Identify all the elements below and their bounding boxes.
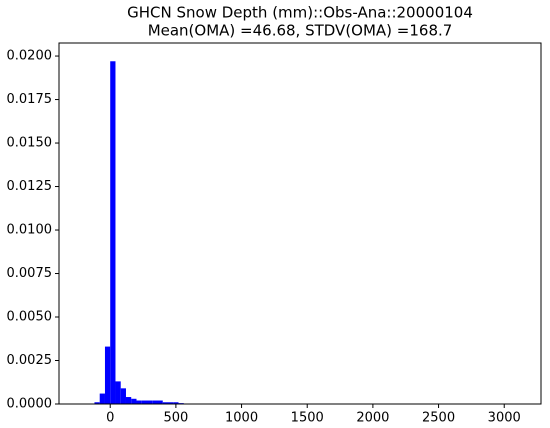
bar bbox=[141, 400, 147, 404]
bar bbox=[131, 398, 137, 404]
bar bbox=[173, 402, 179, 404]
chart-title: GHCN Snow Depth (mm)::Obs-Ana::20000104 bbox=[127, 4, 473, 22]
plot-frame bbox=[58, 42, 542, 405]
bar bbox=[110, 61, 116, 405]
x-tick-label: 0 bbox=[106, 411, 114, 426]
bar bbox=[152, 400, 158, 404]
y-tick-label: 0.0200 bbox=[7, 49, 53, 64]
bar bbox=[115, 381, 121, 404]
chart-subtitle: Mean(OMA) =46.68, STDV(OMA) =168.7 bbox=[148, 22, 453, 40]
x-tick-label: 2000 bbox=[356, 411, 389, 426]
y-tick-label: 0.0025 bbox=[7, 353, 53, 368]
y-tick-label: 0.0175 bbox=[7, 92, 53, 107]
y-tick-label: 0.0075 bbox=[7, 266, 53, 281]
bar bbox=[162, 402, 169, 404]
x-tick-label: 500 bbox=[163, 411, 188, 426]
y-tick-label: 0.0100 bbox=[7, 223, 53, 238]
bar bbox=[125, 397, 132, 404]
x-tick-label: 2500 bbox=[422, 411, 455, 426]
bar bbox=[94, 402, 100, 404]
bar bbox=[157, 400, 163, 404]
bar bbox=[168, 402, 174, 404]
bar bbox=[136, 400, 142, 404]
bar bbox=[146, 400, 153, 404]
y-tick-label: 0.0050 bbox=[7, 310, 53, 325]
x-tick-label: 3000 bbox=[488, 411, 521, 426]
y-tick-label: 0.0150 bbox=[7, 136, 53, 151]
x-tick-label: 1500 bbox=[291, 411, 324, 426]
x-tick-label: 1000 bbox=[225, 411, 258, 426]
bar bbox=[104, 346, 111, 404]
bar bbox=[99, 393, 105, 404]
y-tick-label: 0.0000 bbox=[7, 397, 53, 412]
y-tick-label: 0.0125 bbox=[7, 179, 53, 194]
bar bbox=[120, 388, 126, 404]
